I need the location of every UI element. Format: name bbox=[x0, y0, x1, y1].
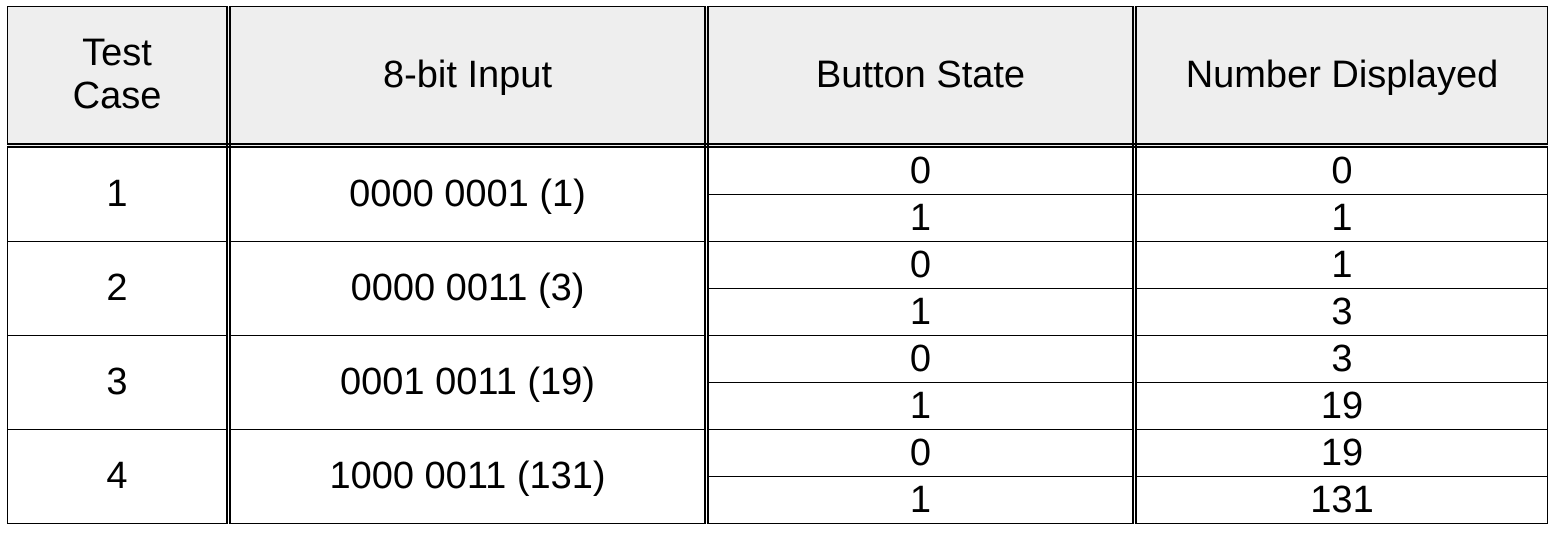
cell-test-case: 2 bbox=[7, 241, 231, 336]
cell-button-state: 0 bbox=[706, 335, 1137, 383]
table-header: Test Case 8-bit Input Button State Numbe… bbox=[7, 6, 1548, 148]
cell-input: 0000 0011 (3) bbox=[228, 241, 709, 336]
table-row: 1 1 bbox=[8, 194, 1548, 242]
cell-number-displayed: 3 bbox=[1134, 335, 1548, 383]
header-input: 8-bit Input bbox=[228, 6, 709, 148]
cell-number-displayed: 19 bbox=[1134, 429, 1548, 477]
table-row: 2 0000 0011 (3) 0 1 bbox=[7, 241, 1548, 336]
cell-button-state: 1 bbox=[706, 476, 1137, 524]
table-row: 1 3 bbox=[8, 288, 1548, 336]
header-test-case: Test Case bbox=[7, 6, 231, 148]
cell-number-displayed: 0 bbox=[1134, 145, 1548, 195]
cell-button-state: 1 bbox=[706, 288, 1137, 336]
test-case-table: Test Case 8-bit Input Button State Numbe… bbox=[7, 6, 1548, 524]
cell-number-displayed: 131 bbox=[1134, 476, 1548, 524]
cell-test-case: 1 bbox=[7, 145, 231, 242]
cell-input: 0001 0011 (19) bbox=[228, 335, 709, 430]
cell-button-state: 1 bbox=[706, 382, 1137, 430]
cell-number-displayed: 1 bbox=[1134, 241, 1548, 289]
table-row: 4 1000 0011 (131) 0 19 bbox=[7, 429, 1548, 524]
cell-test-case: 4 bbox=[7, 429, 231, 524]
cell-button-state: 0 bbox=[706, 145, 1137, 195]
table-row: 1 0000 0001 (1) 0 0 bbox=[7, 145, 1548, 242]
table-body: 1 0000 0001 (1) 0 0 1 1 2 0000 0011 (3) … bbox=[7, 145, 1548, 524]
cell-number-displayed: 19 bbox=[1134, 382, 1548, 430]
cell-input: 0000 0001 (1) bbox=[228, 145, 709, 242]
cell-button-state: 0 bbox=[706, 241, 1137, 289]
table-row: 1 19 bbox=[8, 382, 1548, 430]
cell-input: 1000 0011 (131) bbox=[228, 429, 709, 524]
header-button-state: Button State bbox=[706, 6, 1137, 148]
cell-button-state: 0 bbox=[706, 429, 1137, 477]
table-row: 3 0001 0011 (19) 0 3 bbox=[7, 335, 1548, 430]
header-test-case-line1: Test bbox=[82, 32, 152, 75]
cell-number-displayed: 1 bbox=[1134, 194, 1548, 242]
cell-number-displayed: 3 bbox=[1134, 288, 1548, 336]
cell-test-case: 3 bbox=[7, 335, 231, 430]
header-row: Test Case 8-bit Input Button State Numbe… bbox=[7, 6, 1548, 148]
cell-button-state: 1 bbox=[706, 194, 1137, 242]
header-test-case-line2: Case bbox=[72, 75, 162, 117]
header-number-displayed: Number Displayed bbox=[1134, 6, 1548, 148]
table-row: 1 131 bbox=[8, 476, 1548, 524]
